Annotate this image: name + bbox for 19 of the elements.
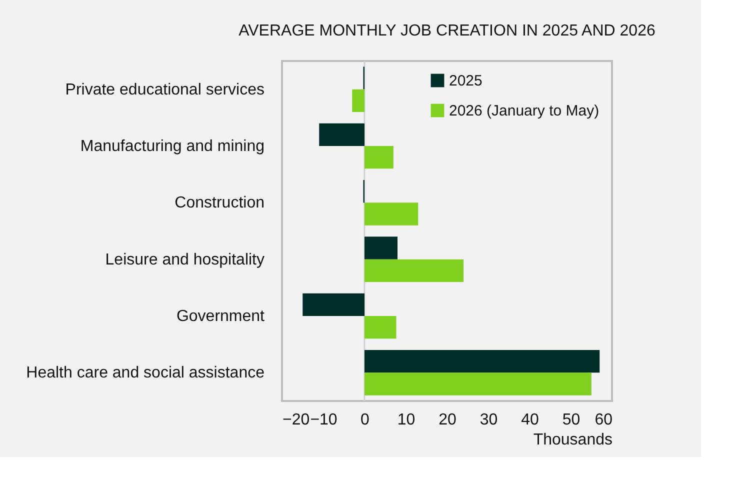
x-tick-label: 20 (438, 412, 456, 428)
x-tick-label: 50 (562, 412, 580, 428)
legend-label: 2026 (January to May) (449, 102, 600, 120)
x-tick-label: 30 (480, 412, 498, 428)
legend-label: 2025 (449, 72, 482, 90)
y-tick-label: Manufacturing and mining (80, 138, 264, 155)
chart-title: AVERAGE MONTHLY JOB CREATION IN 2025 AND 2026 (238, 22, 656, 40)
y-tick-label: Construction (174, 194, 264, 212)
x-tick-label: 60 (594, 412, 613, 428)
x-tick-label: 0 (360, 412, 370, 428)
y-tick-label: Leisure and hospitality (105, 251, 264, 268)
y-tick-label: Health care and social assistance (26, 364, 265, 382)
x-tick-label: −10 (310, 412, 338, 428)
x-tick-label: 10 (397, 412, 416, 428)
y-tick-label: Government (176, 308, 266, 325)
x-axis-title: Thousands (533, 432, 612, 448)
y-tick-label: Private educational services (65, 81, 264, 98)
x-tick-label: −20 (282, 412, 310, 428)
x-tick-label: 40 (521, 412, 539, 428)
